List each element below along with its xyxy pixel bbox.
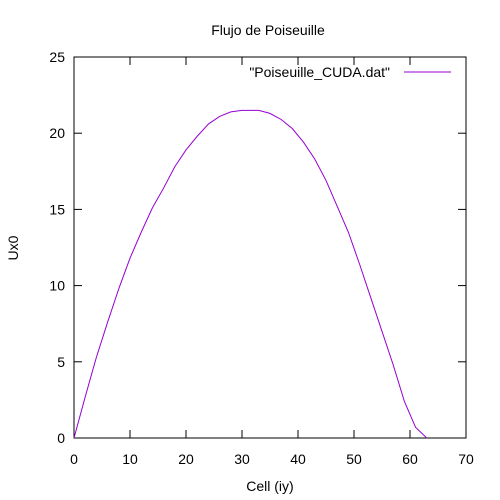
x-tick-label: 0 xyxy=(70,451,78,467)
series-line-poiseuille xyxy=(73,109,428,439)
plot-frame xyxy=(73,56,467,439)
x-tick-label: 40 xyxy=(290,451,306,467)
x-tick-label: 20 xyxy=(178,451,194,467)
y-tick-label: 25 xyxy=(49,49,65,65)
x-axis-label: Cell (iy) xyxy=(246,478,293,494)
legend-label: "Poiseuille_CUDA.dat" xyxy=(249,64,390,80)
y-tick-label: 5 xyxy=(57,354,65,370)
x-tick-label: 70 xyxy=(458,451,474,467)
y-tick-label: 10 xyxy=(49,278,65,294)
axis-tick-labels: 0 10 20 30 40 50 60 70 0 5 10 15 20 25 xyxy=(49,49,474,467)
y-tick-label: 15 xyxy=(49,201,65,217)
x-tick-label: 60 xyxy=(402,451,418,467)
y-axis-label: Ux0 xyxy=(5,235,21,260)
y-tick-label: 0 xyxy=(57,430,65,446)
x-tick-label: 30 xyxy=(234,451,250,467)
axis-ticks xyxy=(73,56,467,439)
legend: "Poiseuille_CUDA.dat" xyxy=(249,64,451,80)
chart-title: Flujo de Poiseuille xyxy=(211,22,325,38)
x-tick-label: 50 xyxy=(346,451,362,467)
x-tick-label: 10 xyxy=(122,451,138,467)
y-tick-label: 20 xyxy=(49,125,65,141)
